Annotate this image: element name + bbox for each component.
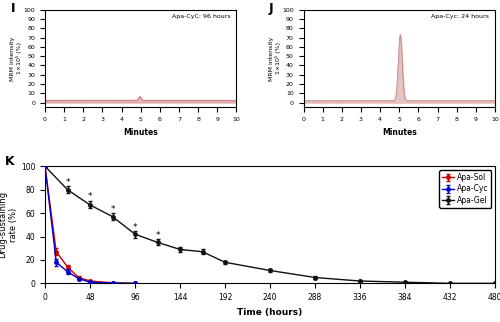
X-axis label: Minutes: Minutes <box>382 128 416 137</box>
Legend: Apa-Sol, Apa-Cyc, Apa-Gel: Apa-Sol, Apa-Cyc, Apa-Gel <box>439 170 491 208</box>
X-axis label: Time (hours): Time (hours) <box>238 308 302 317</box>
Text: *: * <box>155 231 160 240</box>
Y-axis label: MRM intensity
1×10⁵ (%): MRM intensity 1×10⁵ (%) <box>10 36 22 80</box>
Text: K: K <box>4 155 14 167</box>
X-axis label: Minutes: Minutes <box>124 128 158 137</box>
Text: J: J <box>269 2 274 15</box>
Y-axis label: MRM intensity
1×10⁵ (%): MRM intensity 1×10⁵ (%) <box>269 36 281 80</box>
Text: Apa-CyC: 96 hours: Apa-CyC: 96 hours <box>172 14 231 19</box>
Text: Apa-Cyc: 24 hours: Apa-Cyc: 24 hours <box>432 14 490 19</box>
Text: *: * <box>65 178 70 187</box>
Text: *: * <box>88 193 92 201</box>
Text: I: I <box>10 2 15 15</box>
Text: *: * <box>133 223 137 232</box>
Text: *: * <box>110 205 115 214</box>
Y-axis label: Drug-sustaining
rate (%): Drug-sustaining rate (%) <box>0 191 18 258</box>
